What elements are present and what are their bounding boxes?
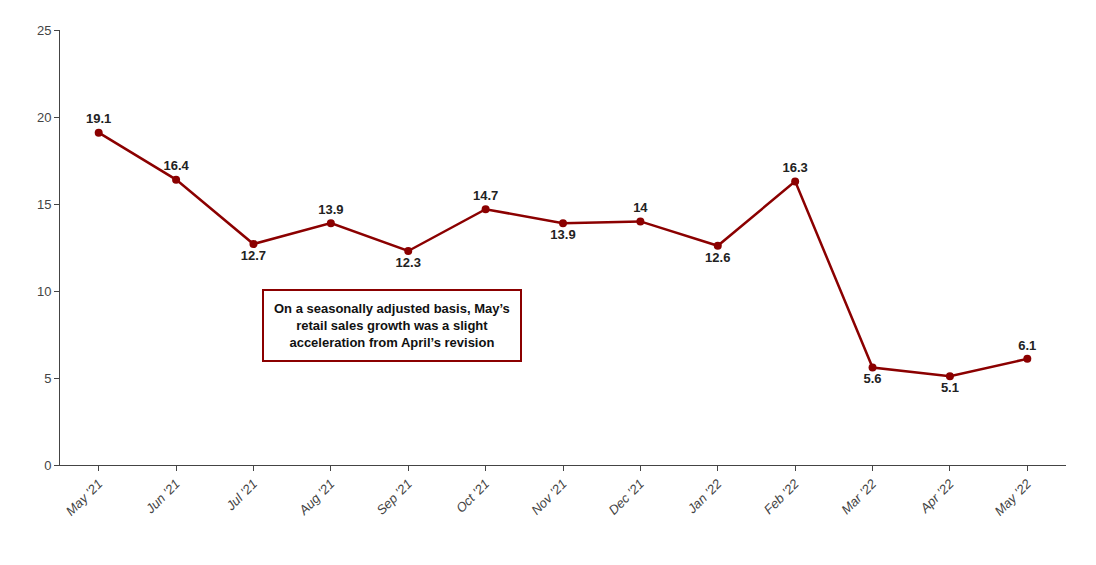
svg-text:Feb '22: Feb '22 [761, 476, 803, 518]
svg-text:13.9: 13.9 [318, 202, 343, 217]
svg-text:Nov '21: Nov '21 [528, 476, 569, 517]
svg-text:Jan '22: Jan '22 [684, 476, 725, 517]
svg-text:Aug '21: Aug '21 [295, 476, 337, 518]
svg-text:12.3: 12.3 [396, 255, 421, 270]
svg-text:Oct '21: Oct '21 [453, 476, 492, 515]
svg-text:10: 10 [37, 284, 51, 299]
svg-text:13.9: 13.9 [550, 227, 575, 242]
svg-text:May '22: May '22 [992, 476, 1035, 519]
svg-text:Apr '22: Apr '22 [916, 476, 957, 517]
svg-text:16.4: 16.4 [163, 158, 189, 173]
svg-text:5.1: 5.1 [941, 380, 959, 395]
svg-text:On a seasonally adjusted basis: On a seasonally adjusted basis, May’sret… [274, 301, 510, 350]
svg-text:14.7: 14.7 [473, 188, 498, 203]
svg-text:12.7: 12.7 [241, 248, 266, 263]
svg-text:Mar '22: Mar '22 [838, 476, 880, 518]
svg-text:19.1: 19.1 [86, 111, 111, 126]
svg-text:6.1: 6.1 [1018, 338, 1036, 353]
svg-text:Jul '21: Jul '21 [223, 476, 261, 514]
svg-text:20: 20 [37, 110, 51, 125]
svg-text:May '21: May '21 [63, 476, 106, 519]
svg-text:12.6: 12.6 [705, 250, 730, 265]
svg-text:16.3: 16.3 [782, 160, 807, 175]
svg-text:Jun '21: Jun '21 [142, 476, 183, 517]
svg-text:25: 25 [37, 23, 51, 38]
svg-text:15: 15 [37, 197, 51, 212]
svg-text:5.6: 5.6 [864, 371, 882, 386]
svg-text:Sep '21: Sep '21 [373, 476, 414, 517]
svg-text:14: 14 [633, 200, 648, 215]
svg-text:5: 5 [44, 371, 51, 386]
svg-text:0: 0 [44, 458, 51, 473]
svg-text:Dec '21: Dec '21 [606, 476, 647, 517]
